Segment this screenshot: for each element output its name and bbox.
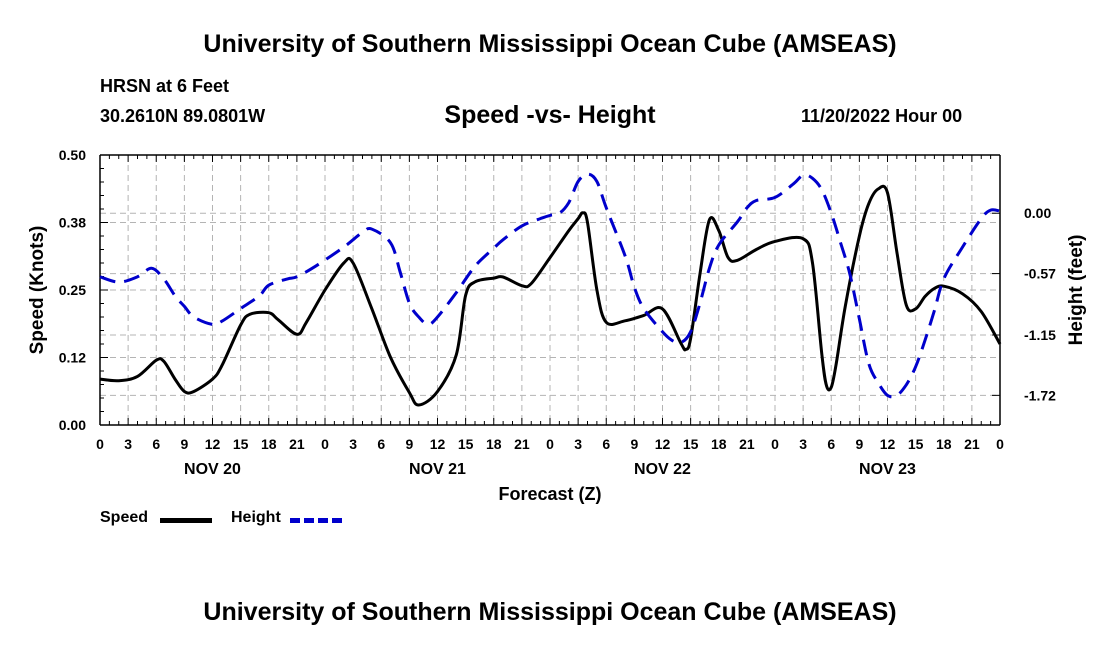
x-tick-label: 18 xyxy=(936,436,952,452)
x-tick-label: 9 xyxy=(180,436,188,452)
x-tick-label: 0 xyxy=(546,436,554,452)
day-label: NOV 22 xyxy=(634,461,691,478)
x-tick-label: 6 xyxy=(377,436,385,452)
x-tick-label: 12 xyxy=(880,436,896,452)
x-tick-label: 3 xyxy=(574,436,582,452)
y-tick-label-left: 0.50 xyxy=(59,147,86,163)
y-tick-label-left: 0.12 xyxy=(59,350,86,366)
x-tick-label: 0 xyxy=(321,436,329,452)
y-tick-label-right: 0.00 xyxy=(1024,205,1051,221)
grid xyxy=(100,155,1000,425)
chart-subtitle: Speed -vs- Height xyxy=(444,101,656,129)
footer-title: University of Southern Mississippi Ocean… xyxy=(203,598,897,626)
x-tick-label: 0 xyxy=(771,436,779,452)
day-label: NOV 20 xyxy=(184,461,241,478)
x-tick-label: 18 xyxy=(486,436,502,452)
x-tick-label: 9 xyxy=(630,436,638,452)
x-tick-label: 0 xyxy=(996,436,1004,452)
x-tick-label: 12 xyxy=(430,436,446,452)
y-tick-label-right: -0.57 xyxy=(1024,266,1056,282)
y-tick-label-left: 0.25 xyxy=(59,282,86,298)
x-tick-label: 15 xyxy=(458,436,474,452)
x-tick-label: 21 xyxy=(289,436,305,452)
y-tick-label-right: -1.72 xyxy=(1024,387,1056,403)
x-tick-label: 15 xyxy=(233,436,249,452)
axis-labels: 0 3 6 9 12 15 18 21 0 3 6 9 12 15 18 21 0 3 6 9 12 15 18 21 0 3 6 9… xyxy=(27,147,1087,504)
x-tick-label: 3 xyxy=(799,436,807,452)
x-tick-label: 21 xyxy=(964,436,980,452)
x-tick-label: 6 xyxy=(827,436,835,452)
y-axis-title-left: Speed (Knots) xyxy=(27,226,48,355)
y-axis-title-right: Height (feet) xyxy=(1066,235,1087,346)
y-tick-label-right: -1.15 xyxy=(1024,327,1056,343)
legend-height-swatch xyxy=(290,518,342,523)
x-tick-label: 15 xyxy=(908,436,924,452)
series-line-height xyxy=(99,172,1001,399)
forecast-datetime: 11/20/2022 Hour 00 xyxy=(801,106,963,126)
x-tick-label: 3 xyxy=(349,436,357,452)
station-coordinates: 30.2610N 89.0801W xyxy=(100,106,266,126)
y-tick-label-left: 0.00 xyxy=(59,417,86,433)
x-tick-label: 15 xyxy=(683,436,699,452)
x-tick-label: 9 xyxy=(855,436,863,452)
legend-speed-swatch xyxy=(160,518,212,523)
legend-speed-label: Speed xyxy=(100,509,149,526)
day-label: NOV 21 xyxy=(409,461,466,478)
x-tick-label: 0 xyxy=(96,436,104,452)
x-tick-label: 3 xyxy=(124,436,132,452)
series xyxy=(99,172,1002,407)
x-tick-label: 6 xyxy=(152,436,160,452)
x-tick-label: 21 xyxy=(739,436,755,452)
axes xyxy=(99,154,1001,426)
station-name: HRSN at 6 Feet xyxy=(100,76,230,96)
main-title: University of Southern Mississippi Ocean… xyxy=(203,30,897,58)
day-label: NOV 23 xyxy=(859,461,916,478)
y-tick-label-left: 0.38 xyxy=(59,215,86,231)
x-tick-label: 12 xyxy=(205,436,221,452)
x-tick-label: 6 xyxy=(602,436,610,452)
x-axis-title: Forecast (Z) xyxy=(498,484,601,504)
x-tick-label: 12 xyxy=(655,436,671,452)
legend-height-label: Height xyxy=(231,509,281,526)
x-tick-label: 18 xyxy=(261,436,277,452)
x-tick-label: 9 xyxy=(405,436,413,452)
series-line-speed xyxy=(99,184,1002,407)
x-tick-label: 18 xyxy=(711,436,727,452)
x-tick-label: 21 xyxy=(514,436,530,452)
